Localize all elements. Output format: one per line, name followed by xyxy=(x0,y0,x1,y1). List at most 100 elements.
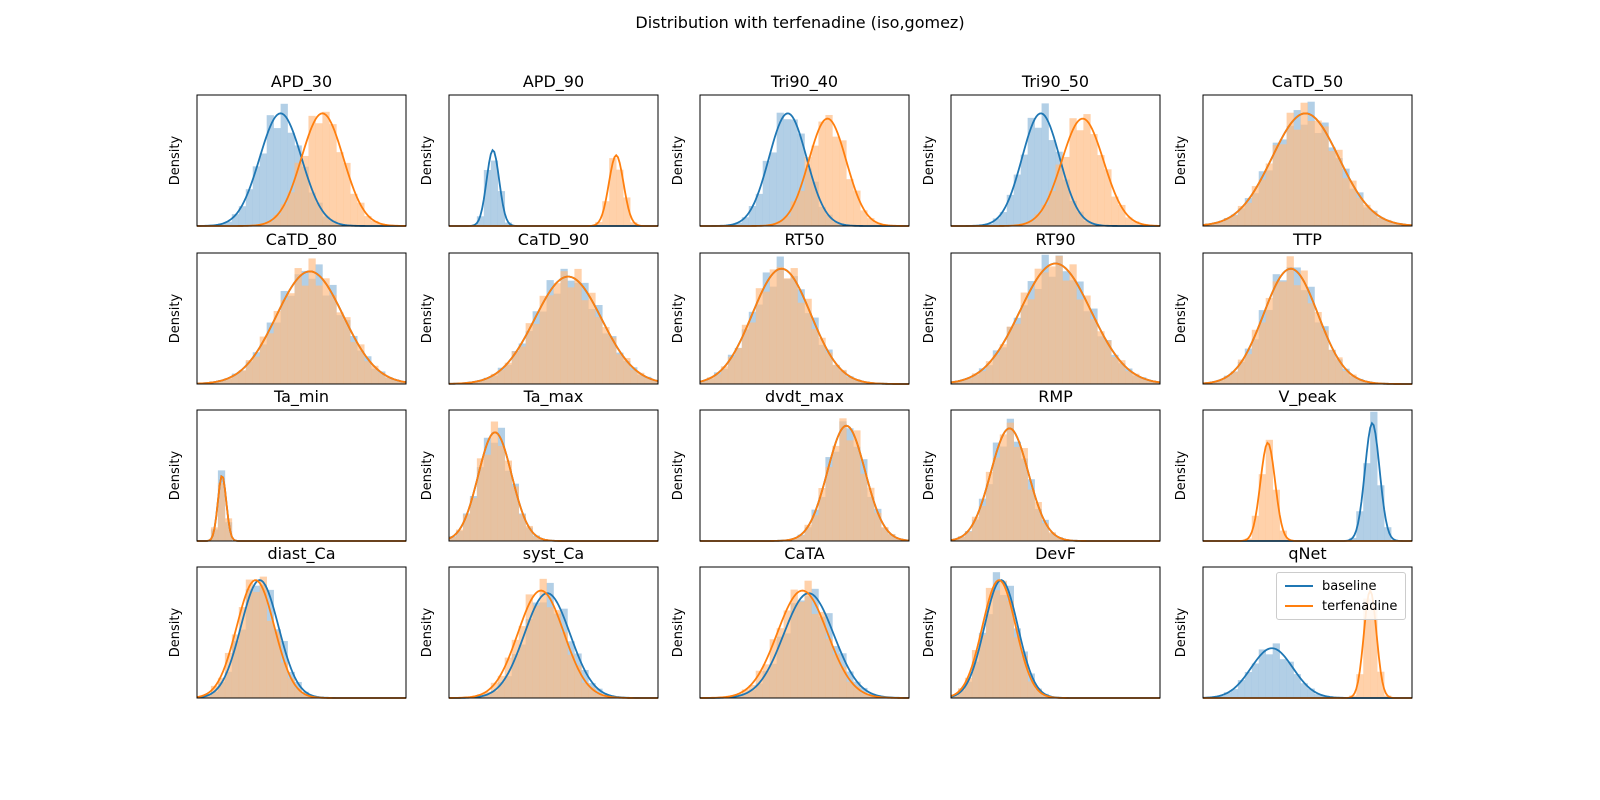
kde-line-baseline xyxy=(700,592,910,699)
hist-bar xyxy=(581,300,589,384)
y-axis-label: Density xyxy=(922,607,937,657)
hist-bar xyxy=(259,336,267,384)
hist-bar xyxy=(985,587,994,698)
panel-catd-80: CaTD_80 Density xyxy=(168,230,407,385)
hist-bar xyxy=(985,471,994,541)
hist-bar xyxy=(1265,654,1273,698)
hist-bar xyxy=(1258,649,1266,698)
hist-bar xyxy=(1342,370,1350,384)
hist-bar xyxy=(273,128,281,226)
hist-bar xyxy=(371,220,379,226)
plot-frame xyxy=(448,94,659,227)
hist-bar xyxy=(560,271,568,384)
panel-title: Ta_max xyxy=(523,387,584,407)
hist-bar xyxy=(1069,118,1077,226)
hist-bar xyxy=(1041,695,1049,698)
hist-bar xyxy=(1041,272,1049,384)
hist-bar xyxy=(1216,221,1225,226)
y-axis-label: Density xyxy=(420,135,435,185)
hist-bar xyxy=(238,370,247,384)
hist-bar xyxy=(1209,382,1218,384)
hist-bar xyxy=(1223,376,1232,384)
hist-bar xyxy=(1307,688,1315,698)
histogram-terfenadine xyxy=(259,111,386,226)
hist-bar xyxy=(623,197,631,226)
hist-bar xyxy=(951,381,959,384)
hist-bar xyxy=(630,370,638,384)
hist-bar xyxy=(1048,532,1056,541)
hist-bar xyxy=(595,221,603,226)
hist-bar xyxy=(294,268,302,384)
hist-bar xyxy=(504,460,512,541)
legend-swatch-terfenadine xyxy=(1285,605,1313,607)
hist-bar xyxy=(609,337,617,384)
hist-bar xyxy=(790,268,798,384)
hist-bar xyxy=(769,269,777,384)
hist-bar xyxy=(1377,217,1385,226)
hist-bar xyxy=(832,445,840,541)
y-axis-label: Density xyxy=(671,135,686,185)
hist-bar xyxy=(546,607,554,698)
hist-bar xyxy=(839,140,847,226)
hist-bar xyxy=(1356,674,1364,698)
hist-bar xyxy=(790,589,798,698)
hist-bar xyxy=(999,212,1008,226)
hist-bar xyxy=(553,283,561,384)
panel-apd-30: APD_30 Density xyxy=(168,72,407,227)
plot-frame xyxy=(448,566,659,699)
hist-bar xyxy=(497,191,506,226)
hist-bar xyxy=(1342,178,1350,226)
hist-bar xyxy=(804,524,812,541)
hist-bar xyxy=(818,611,826,698)
hist-bar xyxy=(280,103,288,226)
hist-bar xyxy=(1328,151,1336,226)
hist-bar xyxy=(1377,485,1385,541)
hist-bar xyxy=(245,360,254,384)
hist-bar xyxy=(1020,448,1028,541)
hist-bar xyxy=(797,302,805,384)
hist-bar xyxy=(804,298,812,384)
hist-bar xyxy=(476,216,485,226)
plot-frame xyxy=(1202,409,1413,542)
hist-bar xyxy=(825,114,833,226)
hist-bar xyxy=(985,361,994,384)
hist-bar xyxy=(825,638,833,698)
panel-devf: DevF Density xyxy=(922,544,1161,699)
hist-bar xyxy=(217,677,226,698)
hist-bar xyxy=(294,162,302,226)
hist-bar xyxy=(700,381,708,384)
hist-bar xyxy=(860,473,868,541)
hist-bar xyxy=(748,685,757,698)
hist-bar xyxy=(1027,221,1035,226)
hist-bar xyxy=(957,536,966,541)
hist-bar xyxy=(706,377,715,384)
hist-bar xyxy=(301,155,309,226)
hist-bar xyxy=(259,153,267,226)
hist-bar xyxy=(602,695,610,698)
hist-bar xyxy=(797,601,805,698)
hist-bar xyxy=(1349,180,1357,226)
hist-bar xyxy=(797,535,805,541)
hist-bar xyxy=(971,650,980,698)
hist-bar xyxy=(378,223,386,226)
hist-bar xyxy=(322,111,330,226)
hist-bar xyxy=(790,538,798,541)
hist-bar xyxy=(616,169,624,226)
hist-bar xyxy=(511,351,519,384)
hist-bar xyxy=(1062,156,1070,226)
hist-bar xyxy=(1349,537,1357,541)
hist-bar xyxy=(874,222,882,226)
hist-bar xyxy=(1279,144,1287,226)
panel-rmp: RMP Density xyxy=(922,387,1161,542)
hist-bar xyxy=(797,190,805,226)
hist-bar xyxy=(1216,379,1225,384)
hist-bar xyxy=(964,531,973,541)
hist-bar xyxy=(1251,186,1260,226)
hist-bar xyxy=(734,347,743,384)
hist-bar xyxy=(238,206,247,226)
panel-title: V_peak xyxy=(1278,387,1337,407)
panel-title: TTP xyxy=(1292,230,1322,249)
hist-bar xyxy=(818,121,826,226)
hist-bar xyxy=(574,268,582,384)
hist-bar xyxy=(1272,489,1280,541)
